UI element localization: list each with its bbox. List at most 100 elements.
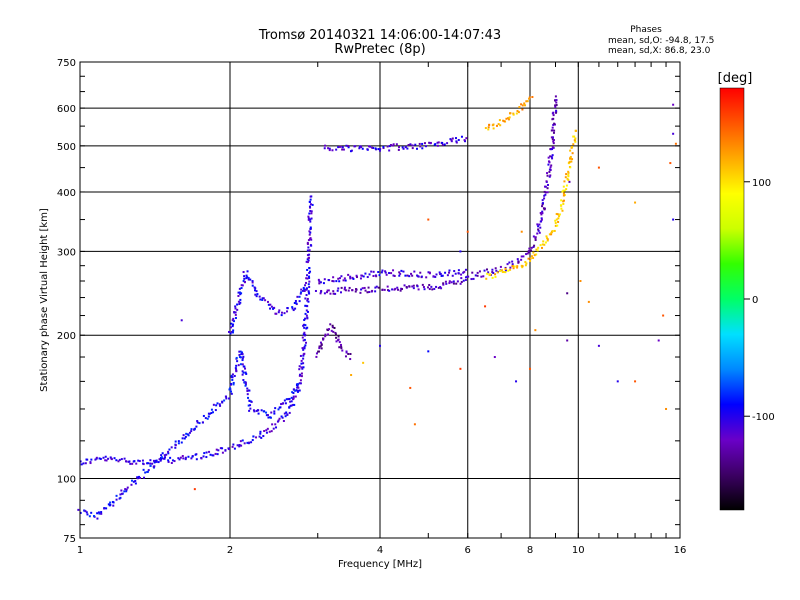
data-point	[241, 357, 244, 360]
data-point	[238, 350, 241, 353]
data-point	[421, 147, 424, 150]
data-point	[521, 265, 524, 268]
data-point	[491, 271, 494, 274]
data-point	[393, 274, 396, 277]
data-point	[308, 205, 311, 208]
data-point	[424, 145, 427, 148]
data-point	[242, 279, 245, 282]
data-point	[466, 230, 469, 233]
data-point	[331, 326, 334, 329]
data-point	[487, 128, 490, 131]
data-point	[250, 400, 253, 403]
data-point	[545, 235, 548, 238]
data-point	[379, 344, 381, 347]
data-point	[550, 148, 553, 151]
data-point	[184, 435, 187, 438]
data-point	[271, 423, 274, 426]
data-point	[546, 238, 549, 241]
data-point	[483, 269, 486, 272]
data-point	[255, 290, 258, 293]
data-point	[240, 287, 243, 290]
data-point	[551, 157, 554, 160]
data-point	[110, 457, 113, 460]
data-point	[574, 129, 577, 132]
data-point	[256, 293, 259, 296]
data-point	[231, 376, 234, 379]
data-point	[571, 158, 574, 161]
data-point	[291, 391, 294, 394]
data-point	[253, 289, 256, 292]
data-point	[286, 307, 289, 310]
data-point	[467, 275, 470, 278]
data-point	[441, 143, 444, 146]
data-point	[535, 253, 538, 256]
data-point	[202, 414, 205, 417]
data-point	[167, 460, 170, 463]
data-point	[133, 460, 136, 463]
x-tick-label: 2	[227, 545, 233, 556]
data-point	[149, 464, 152, 467]
data-point	[343, 286, 346, 289]
data-point	[100, 512, 103, 515]
data-point	[397, 288, 400, 291]
data-point	[288, 406, 291, 409]
data-point	[309, 226, 312, 229]
data-point	[306, 261, 309, 264]
data-point	[276, 420, 279, 423]
data-point	[435, 285, 438, 288]
data-point	[332, 290, 335, 293]
data-point	[218, 403, 221, 406]
data-point	[299, 379, 302, 382]
data-point	[302, 366, 305, 369]
data-point	[224, 449, 227, 452]
data-point	[332, 276, 335, 279]
data-point	[409, 386, 412, 389]
data-point	[322, 337, 325, 340]
data-point	[261, 297, 264, 300]
data-point	[214, 452, 217, 455]
data-point	[413, 423, 416, 426]
data-point	[303, 288, 306, 291]
data-point	[80, 463, 83, 466]
data-point	[448, 271, 451, 274]
data-point	[263, 410, 266, 413]
data-point	[340, 347, 343, 350]
data-point	[360, 288, 363, 291]
data-point	[299, 382, 302, 385]
x-tick-label: 16	[674, 545, 687, 556]
data-point	[305, 314, 308, 317]
data-point	[270, 305, 273, 308]
data-point	[504, 267, 507, 270]
data-point	[551, 154, 554, 157]
data-point	[520, 103, 523, 106]
data-point	[247, 396, 250, 399]
data-point	[389, 143, 392, 146]
data-point	[231, 331, 234, 334]
data-point	[337, 335, 340, 338]
data-point	[105, 459, 108, 462]
data-point	[232, 317, 235, 320]
data-point	[239, 363, 242, 366]
data-point	[512, 113, 515, 116]
data-point	[294, 389, 297, 392]
data-point	[219, 447, 222, 450]
data-point	[524, 264, 527, 267]
data-point	[501, 269, 504, 272]
data-point	[221, 447, 224, 450]
data-point	[241, 363, 244, 366]
data-point	[180, 441, 183, 444]
data-point	[307, 300, 310, 303]
data-point	[499, 124, 502, 127]
data-point	[322, 338, 325, 341]
data-point	[219, 404, 222, 407]
data-point	[355, 276, 358, 279]
data-point	[540, 218, 543, 221]
data-point	[657, 339, 660, 342]
data-point	[281, 416, 284, 419]
data-point	[352, 277, 355, 280]
data-point	[507, 117, 510, 120]
data-point	[533, 254, 536, 257]
data-point	[551, 230, 554, 233]
data-point	[309, 218, 312, 221]
data-point	[392, 269, 395, 272]
